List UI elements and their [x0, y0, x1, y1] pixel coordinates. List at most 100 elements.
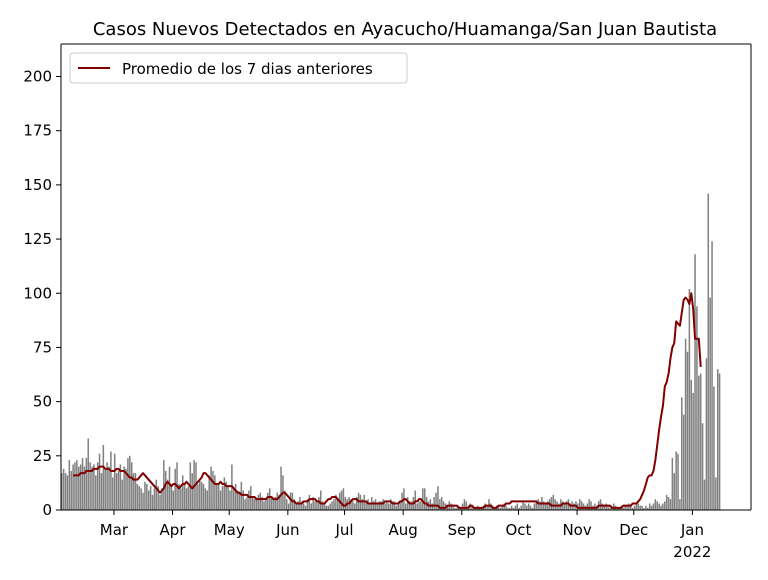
daily-case-bar	[89, 462, 91, 510]
daily-case-bar	[665, 494, 668, 510]
daily-case-bar	[331, 501, 333, 510]
daily-case-bar	[716, 369, 719, 510]
daily-case-bar	[431, 503, 434, 510]
x-tick-label: May	[214, 521, 245, 539]
daily-case-bar	[410, 501, 413, 510]
daily-case-bar	[113, 453, 116, 510]
daily-case-bar	[440, 497, 443, 510]
daily-case-bar	[675, 451, 677, 510]
daily-case-bar	[437, 486, 439, 510]
daily-case-bar	[140, 488, 142, 510]
daily-case-bar	[639, 505, 641, 510]
daily-case-bar	[151, 494, 154, 510]
daily-case-bar	[306, 499, 309, 510]
daily-case-bar	[297, 501, 299, 510]
daily-case-bar	[526, 505, 528, 510]
daily-case-bar	[236, 490, 239, 510]
y-tick-label: 150	[23, 176, 52, 194]
daily-case-bar	[327, 505, 330, 510]
daily-case-bar	[85, 457, 88, 510]
daily-case-bar	[698, 375, 700, 510]
daily-case-bar	[164, 470, 167, 510]
daily-case-bar	[304, 505, 307, 510]
y-tick-label: 50	[33, 393, 52, 411]
daily-case-bar	[342, 488, 345, 510]
moving-average-line	[73, 292, 702, 509]
daily-case-bar	[146, 483, 148, 510]
daily-case-bar	[456, 507, 458, 510]
daily-case-bar	[259, 492, 261, 510]
daily-case-bar	[692, 392, 694, 510]
y-tick-label: 75	[33, 338, 52, 356]
daily-case-bar	[478, 507, 481, 510]
x-tick-label: Aug	[389, 521, 418, 539]
daily-case-bar	[144, 481, 146, 510]
daily-case-bar	[554, 499, 556, 510]
daily-case-bar	[433, 497, 435, 510]
daily-case-bar	[631, 507, 634, 510]
daily-case-bar	[452, 505, 454, 510]
daily-case-bar	[308, 494, 311, 510]
daily-case-bar	[607, 505, 609, 510]
daily-case-bar	[96, 462, 99, 510]
daily-case-bar	[454, 507, 456, 510]
daily-case-bar	[380, 501, 382, 510]
daily-case-bar	[142, 492, 144, 510]
daily-case-bar	[471, 505, 473, 510]
daily-case-bar	[561, 501, 564, 510]
daily-case-bar	[248, 490, 250, 510]
daily-case-bar	[531, 507, 534, 510]
daily-case-bar	[195, 462, 197, 510]
daily-case-bar	[270, 497, 273, 510]
daily-case-bar	[100, 473, 103, 510]
daily-case-bar	[418, 501, 420, 510]
daily-case-bar	[654, 499, 657, 510]
daily-case-bar	[501, 505, 503, 510]
daily-case-bar	[573, 503, 575, 510]
daily-case-bar	[234, 483, 237, 510]
daily-case-bar	[630, 505, 632, 510]
daily-case-bar	[255, 499, 258, 510]
daily-case-bar	[112, 477, 114, 510]
daily-case-bar	[601, 503, 604, 510]
daily-case-bar	[624, 505, 626, 510]
x-tick-sublabel: 2022	[673, 543, 711, 561]
daily-case-bar	[512, 507, 515, 510]
daily-case-bar	[312, 497, 314, 510]
daily-case-bar	[682, 414, 685, 510]
daily-case-bar	[161, 488, 163, 510]
daily-case-bar	[633, 505, 636, 510]
daily-case-bar	[87, 438, 89, 510]
daily-case-bar	[643, 507, 645, 510]
daily-case-bar	[68, 460, 71, 510]
daily-case-bar	[645, 505, 647, 510]
daily-case-bar	[219, 490, 222, 510]
daily-case-bar	[208, 475, 210, 510]
daily-case-bar	[529, 505, 532, 510]
daily-case-bar	[66, 475, 69, 510]
daily-case-bar	[711, 241, 713, 511]
daily-case-bar	[503, 503, 505, 510]
daily-case-bar	[62, 468, 65, 510]
daily-case-bar	[533, 503, 536, 510]
daily-case-bar	[535, 501, 537, 510]
daily-case-bar	[499, 507, 502, 510]
daily-case-bar	[718, 373, 721, 510]
daily-case-bar	[522, 501, 524, 510]
daily-case-bar	[183, 483, 186, 510]
daily-case-bar	[713, 386, 715, 510]
daily-case-bar	[488, 499, 490, 510]
daily-case-bar	[191, 473, 193, 510]
daily-case-bar	[650, 505, 653, 510]
daily-case-bar	[361, 499, 364, 510]
daily-case-bar	[98, 453, 101, 510]
y-tick-label: 175	[23, 122, 52, 140]
daily-case-bar	[340, 490, 343, 510]
daily-case-bar	[391, 501, 394, 510]
daily-case-bar	[423, 488, 426, 510]
daily-case-bar	[382, 499, 384, 510]
chart-title: Casos Nuevos Detectados en Ayacucho/Huam…	[93, 19, 717, 40]
daily-case-bar	[333, 499, 335, 510]
daily-case-bar	[344, 497, 347, 510]
